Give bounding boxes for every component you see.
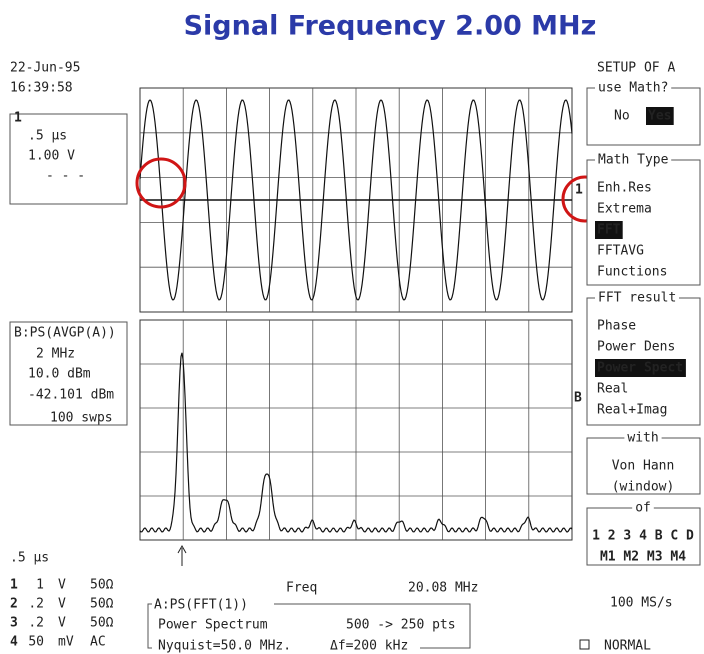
menu-legend: use Math? xyxy=(598,81,668,96)
fft-kind: Power Spectrum xyxy=(158,618,268,633)
menu-selection xyxy=(595,359,686,377)
menu-selection xyxy=(646,107,674,125)
menu-item-selected: Yes xyxy=(648,109,671,124)
channel-unit: mV xyxy=(58,635,74,650)
menu-legend-bg xyxy=(595,290,679,306)
date: 22-Jun-95 xyxy=(10,61,80,76)
math-box xyxy=(9,321,128,426)
channel-scale: .2 xyxy=(28,616,44,631)
sample-rate: 100 MS/s xyxy=(610,596,673,611)
menu-legend: Math Type xyxy=(598,153,669,168)
channel-coupling: 50Ω xyxy=(90,597,114,612)
menu-box xyxy=(586,507,701,566)
channel-marker: 1 xyxy=(14,111,22,126)
channel-number: 1 xyxy=(10,578,18,593)
fft-bottom-bg xyxy=(152,640,420,654)
menu-box xyxy=(586,87,701,146)
menu-item: (window) xyxy=(612,480,675,495)
highlight-circle xyxy=(135,157,187,209)
math-freq: 2 MHz xyxy=(36,347,75,362)
fft-legend-bg xyxy=(152,598,274,612)
cursor-arrow-head xyxy=(177,544,187,554)
fft-points: 500 -> 250 pts xyxy=(346,618,456,633)
mode-box xyxy=(579,639,590,650)
menu-box xyxy=(586,437,701,495)
channel-timebase: .5 μs xyxy=(28,129,67,144)
menu-item: Real xyxy=(597,382,628,397)
time: 16:39:58 xyxy=(10,81,73,96)
menu-item: M1 M2 M3 M4 xyxy=(600,550,686,565)
menu-legend-bg xyxy=(624,430,662,446)
fft-nyquist: Nyquist=50.0 MHz. xyxy=(158,639,291,654)
fft-label: A:PS(FFT(1)) xyxy=(154,598,248,613)
menu-item: Phase xyxy=(597,319,636,334)
channel-coupling: 50Ω xyxy=(90,616,114,631)
freq-value: 20.08 MHz xyxy=(408,581,478,596)
math-scale: 10.0 dBm xyxy=(28,367,91,382)
setup-label: SETUP OF A xyxy=(597,61,675,76)
menu-item-selected: FFT xyxy=(597,223,621,238)
menu-legend-bg xyxy=(595,152,672,168)
menu-item: Real+Imag xyxy=(597,403,667,418)
menu-item: Von Hann xyxy=(612,459,675,474)
mode: NORMAL xyxy=(604,639,651,654)
channel-number: 3 xyxy=(10,616,18,631)
menu-item: No xyxy=(614,109,630,124)
menu-item: Functions xyxy=(597,265,667,280)
math-level: -42.101 dBm xyxy=(28,388,114,403)
math-sweeps: 100 swps xyxy=(50,411,113,426)
channel-unit: V xyxy=(58,597,66,612)
trace-marker-bottom: B xyxy=(574,391,582,406)
menu-item: Power Dens xyxy=(597,340,675,355)
fft-delta: Δf=200 kHz xyxy=(330,639,408,654)
menu-item: FFTAVG xyxy=(597,244,644,259)
spectrum-trace xyxy=(139,352,573,533)
channel-unit: V xyxy=(58,616,66,631)
title: Signal Frequency 2.00 MHz xyxy=(184,11,597,42)
channel-coupling: - - - xyxy=(46,169,85,184)
menu-legend: of xyxy=(635,501,651,516)
channel-coupling: 50Ω xyxy=(90,578,114,593)
channel-box xyxy=(9,113,128,205)
menu-item: Extrema xyxy=(597,202,652,217)
channel-scale: 1 xyxy=(36,578,44,593)
time-trace xyxy=(139,99,573,301)
menu-panel: use Math? No Yes Math Type Enh.Res Extrema FFT… xyxy=(586,80,701,566)
channel-coupling: AC xyxy=(90,635,106,650)
menu-legend-bg xyxy=(595,80,672,96)
channel-scale: .2 xyxy=(28,597,44,612)
menu-item: Enh.Res xyxy=(597,181,652,196)
menu-item: 1 2 3 4 B C D xyxy=(592,529,694,544)
channel-number: 2 xyxy=(10,597,18,612)
channel-unit: V xyxy=(58,578,66,593)
menu-item-selected: Power Spect xyxy=(597,361,683,376)
footer-timebase: .5 μs xyxy=(10,551,49,566)
menu-legend: FFT result xyxy=(598,291,676,306)
trace-marker-top: 1 xyxy=(575,183,583,198)
menu-selection xyxy=(595,221,623,239)
channel-volts: 1.00 V xyxy=(28,149,75,164)
math-label: B:PS(AVGP(A)) xyxy=(14,326,116,341)
channel-scale: 50 xyxy=(28,635,44,650)
menu-legend-bg xyxy=(632,500,654,516)
channel-number: 4 xyxy=(10,635,18,650)
menu-legend: with xyxy=(627,431,658,446)
freq-label: Freq xyxy=(286,581,317,596)
